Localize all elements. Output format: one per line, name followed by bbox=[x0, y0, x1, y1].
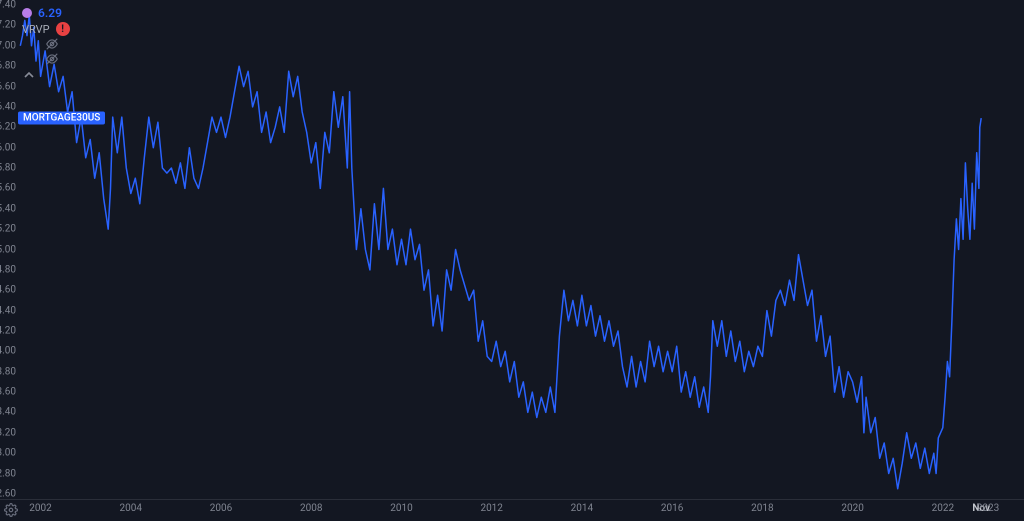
y-tick-label: 5.00 bbox=[0, 244, 16, 255]
symbol-badge-label: MORTGAGE30US bbox=[23, 113, 100, 124]
y-tick-label: 2.60 bbox=[0, 488, 16, 499]
y-tick-label: 6.40 bbox=[0, 101, 16, 112]
last-price-value: 6.29 bbox=[38, 6, 62, 20]
price-line bbox=[20, 15, 981, 489]
gear-icon bbox=[4, 503, 18, 517]
y-tick-label: 7.40 bbox=[0, 0, 16, 11]
y-tick-label: 7.00 bbox=[0, 40, 16, 51]
y-tick-label: 7.20 bbox=[0, 20, 16, 31]
y-tick-label: 6.80 bbox=[0, 61, 16, 72]
y-tick-label: 4.20 bbox=[0, 325, 16, 336]
chart-container: 6.29 VRVP ! MORTGAGE30US 7.40 7.20 7.00 6.8… bbox=[0, 0, 1024, 521]
visibility-toggle-2[interactable] bbox=[44, 52, 60, 66]
collapse-legend-button[interactable] bbox=[22, 68, 36, 82]
y-tick-label: 6.00 bbox=[0, 142, 16, 153]
symbol-dot-icon bbox=[22, 8, 32, 18]
eye-off-icon bbox=[45, 37, 59, 51]
x-tick-label: 2016 bbox=[661, 503, 683, 514]
price-chart-svg[interactable] bbox=[0, 0, 1024, 521]
x-tick-label: 2002 bbox=[29, 503, 51, 514]
x-tick-label: 2023 bbox=[977, 503, 999, 514]
y-tick-label: 4.00 bbox=[0, 346, 16, 357]
y-tick-label: 3.60 bbox=[0, 387, 16, 398]
x-tick-label: 2010 bbox=[390, 503, 412, 514]
chart-settings-button[interactable] bbox=[4, 502, 20, 518]
y-tick-label: 3.00 bbox=[0, 448, 16, 459]
y-tick-label: 4.40 bbox=[0, 305, 16, 316]
y-tick-label: 4.60 bbox=[0, 285, 16, 296]
y-tick-label: 2.80 bbox=[0, 468, 16, 479]
y-tick-label: 4.80 bbox=[0, 264, 16, 275]
y-tick-label: 5.20 bbox=[0, 224, 16, 235]
x-tick-label: 2018 bbox=[751, 503, 773, 514]
x-tick-label: 2020 bbox=[841, 503, 863, 514]
y-tick-label: 6.20 bbox=[0, 122, 16, 133]
x-tick-label: 2006 bbox=[210, 503, 232, 514]
indicator-row[interactable]: VRVP ! bbox=[22, 22, 70, 36]
y-tick-label: 5.40 bbox=[0, 203, 16, 214]
y-tick-label: 3.80 bbox=[0, 366, 16, 377]
eye-off-icon bbox=[45, 52, 59, 66]
x-tick-label: 2008 bbox=[300, 503, 322, 514]
y-tick-label: 5.80 bbox=[0, 163, 16, 174]
x-axis-bar bbox=[0, 499, 1024, 521]
x-tick-label: 2004 bbox=[120, 503, 142, 514]
y-tick-label: 5.60 bbox=[0, 183, 16, 194]
y-tick-label: 6.60 bbox=[0, 81, 16, 92]
y-tick-label: 3.40 bbox=[0, 407, 16, 418]
chevron-up-icon bbox=[24, 70, 34, 80]
indicator-label: VRVP bbox=[22, 23, 50, 36]
warning-badge-icon[interactable]: ! bbox=[56, 22, 70, 36]
symbol-badge[interactable]: MORTGAGE30US bbox=[18, 112, 105, 125]
x-tick-label: 2014 bbox=[571, 503, 593, 514]
x-tick-label: 2012 bbox=[480, 503, 502, 514]
y-tick-label: 3.20 bbox=[0, 427, 16, 438]
x-tick-label: 2022 bbox=[932, 503, 954, 514]
chart-header: 6.29 bbox=[22, 6, 62, 20]
visibility-toggle-1[interactable] bbox=[44, 37, 60, 51]
